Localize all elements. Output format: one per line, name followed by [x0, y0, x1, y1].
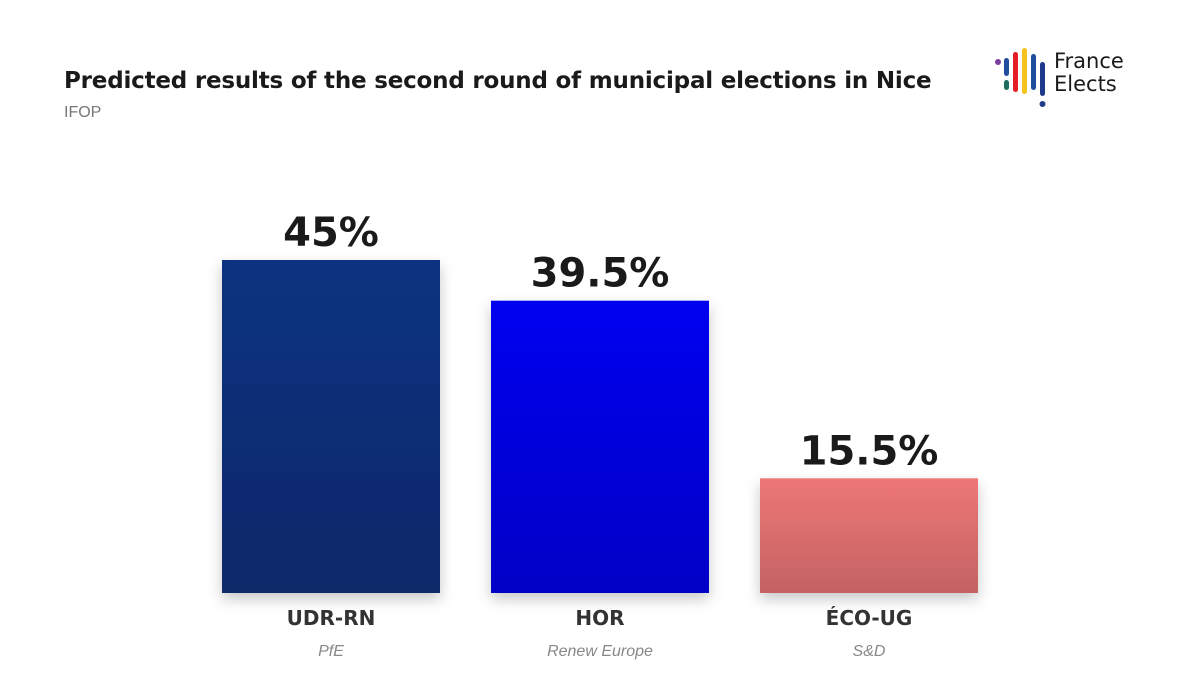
- chart-source: IFOP: [64, 104, 102, 121]
- category-label: UDR-RN: [287, 606, 376, 630]
- bar-udr-rn: [222, 260, 440, 593]
- france-elects-logo: France Elects: [994, 46, 1144, 112]
- data-label: 39.5%: [531, 251, 670, 297]
- group-label: Renew Europe: [547, 643, 653, 660]
- logo-bars-icon: [995, 48, 1046, 107]
- bar-hor: [491, 300, 709, 593]
- group-label: PfE: [318, 643, 344, 660]
- logo-wordmark: France Elects: [1054, 50, 1124, 96]
- category-label: ÉCO-UG: [826, 606, 913, 630]
- logo-line-2: Elects: [1054, 72, 1117, 96]
- logo-line-1: France: [1054, 49, 1124, 73]
- chart-title: Predicted results of the second round of…: [64, 68, 932, 94]
- group-label: S&D: [853, 643, 886, 660]
- data-label: 15.5%: [800, 428, 939, 474]
- bar--co-ug: [760, 478, 978, 593]
- data-label: 45%: [283, 210, 379, 256]
- category-label: HOR: [575, 606, 624, 630]
